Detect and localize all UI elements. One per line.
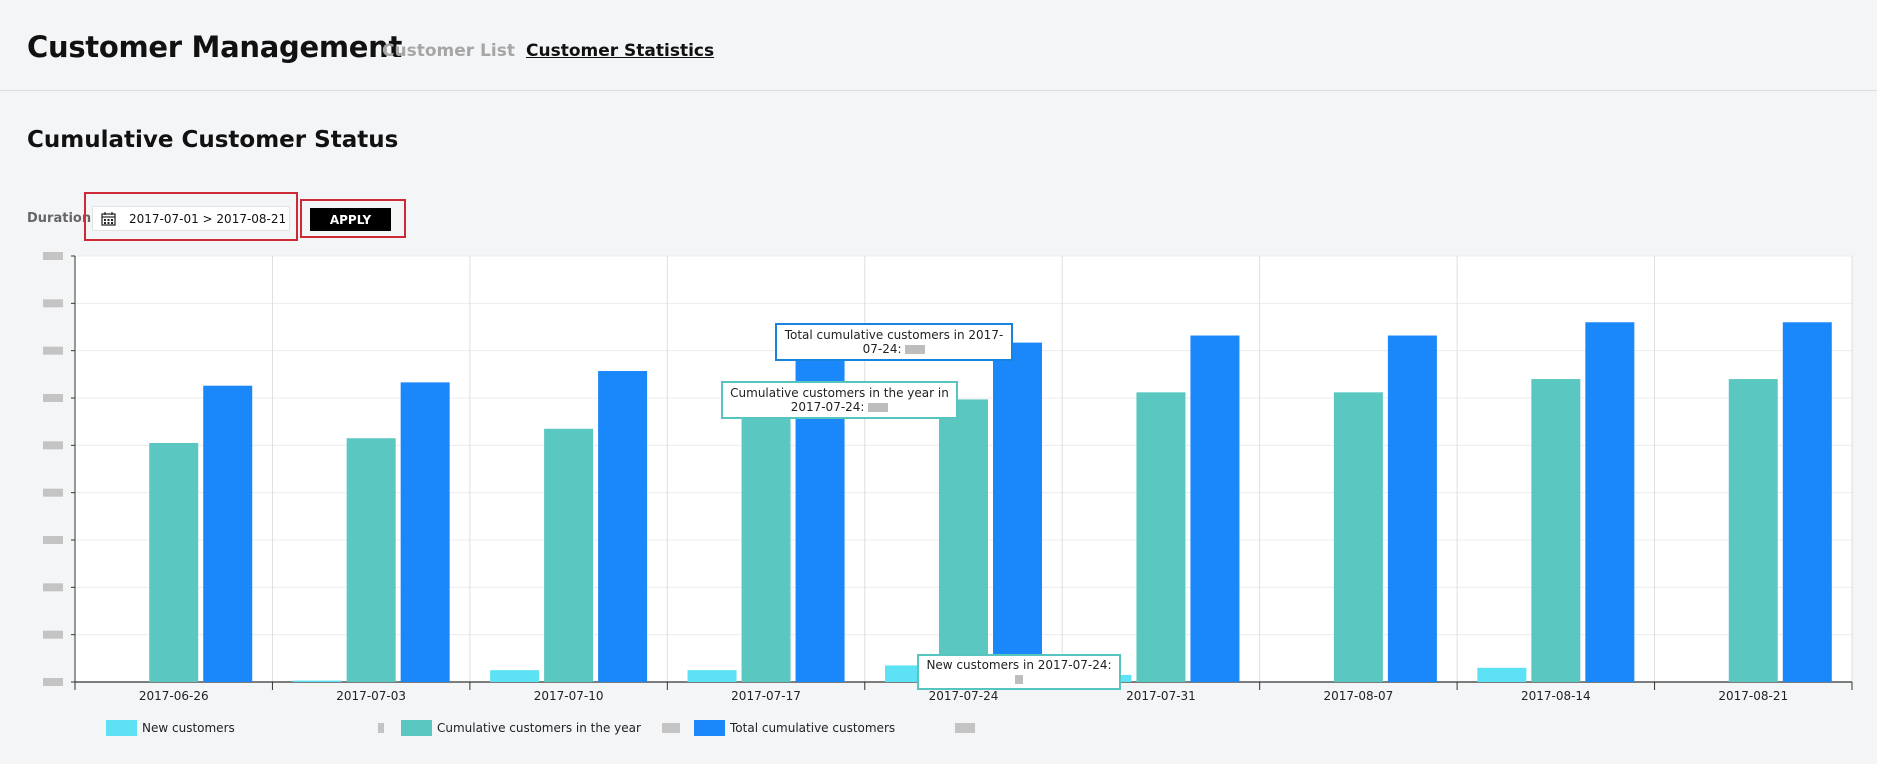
tooltip-total: Total cumulative customers in 2017-07-24…	[775, 323, 1013, 361]
bar-new-customers	[1477, 667, 1527, 682]
bar-year-customers	[544, 428, 594, 682]
bar-year-customers	[149, 442, 199, 682]
masked-value	[378, 723, 384, 733]
x-tick-label: 2017-08-14	[1521, 689, 1591, 703]
tab-customer-statistics[interactable]: Customer Statistics	[526, 41, 715, 61]
y-tick-label-masked	[43, 441, 63, 450]
bar-new-customers	[490, 670, 540, 682]
bar-total-customers	[400, 382, 450, 682]
y-tick-label-masked	[43, 678, 63, 686]
bar-total-customers	[1782, 322, 1832, 682]
page-header: Customer Management Customer List Custom…	[0, 0, 1877, 91]
masked-value	[662, 723, 680, 733]
y-tick-label-masked	[43, 488, 63, 497]
tab-customer-list[interactable]: Customer List	[382, 41, 515, 61]
masked-value	[1015, 675, 1023, 684]
x-tick-label: 2017-08-07	[1324, 689, 1394, 703]
date-range-input[interactable]: 2017-07-01 > 2017-08-21	[92, 206, 290, 231]
bar-new-customers	[292, 680, 342, 682]
y-tick-label-masked	[43, 536, 63, 544]
section-title: Cumulative Customer Status	[27, 127, 399, 153]
bar-year-customers	[1136, 392, 1186, 682]
x-tick-label: 2017-06-26	[139, 689, 209, 703]
bar-year-customers	[1728, 379, 1778, 682]
x-tick-label: 2017-07-17	[731, 689, 801, 703]
bar-year-customers	[1531, 379, 1581, 682]
y-tick-label-masked	[43, 630, 63, 639]
y-tick-label-masked	[43, 394, 63, 402]
legend-swatch-new[interactable]	[106, 720, 137, 736]
apply-button[interactable]: APPLY	[310, 208, 391, 231]
date-range-value: 2017-07-01 > 2017-08-21	[129, 212, 287, 226]
y-tick-label-masked	[43, 252, 63, 260]
apply-highlight: APPLY	[300, 199, 406, 238]
tooltip-year-text: Cumulative customers in the year in 2017…	[730, 386, 949, 414]
app-title: Customer Management	[27, 30, 403, 64]
tooltip-new-text: New customers in 2017-07-24:	[926, 658, 1112, 672]
bar-year-customers	[939, 399, 988, 682]
legend-swatch-year[interactable]	[401, 720, 432, 736]
x-tick-label: 2017-07-31	[1126, 689, 1196, 703]
bar-year-customers	[741, 402, 791, 682]
y-tick-label-masked	[43, 299, 63, 308]
masked-value	[905, 345, 926, 354]
date-range-highlight: 2017-07-01 > 2017-08-21	[84, 192, 298, 241]
x-tick-label: 2017-07-03	[336, 689, 406, 703]
bar-new-customers	[687, 670, 737, 682]
bar-total-customers	[1387, 335, 1437, 682]
tooltip-year: Cumulative customers in the year in 2017…	[721, 381, 958, 419]
masked-value	[868, 403, 889, 412]
y-tick-label-masked	[43, 583, 63, 592]
bar-year-customers	[346, 438, 396, 682]
legend-label-year[interactable]: Cumulative customers in the year	[437, 721, 641, 735]
x-tick-label: 2017-07-10	[534, 689, 604, 703]
tooltip-new: New customers in 2017-07-24:	[917, 654, 1121, 690]
bar-total-customers	[1190, 335, 1240, 682]
bar-total-customers	[203, 385, 253, 682]
masked-value	[955, 723, 975, 733]
bar-total-customers	[993, 342, 1042, 682]
calendar-icon	[101, 212, 116, 226]
legend-label-total[interactable]: Total cumulative customers	[730, 721, 896, 735]
bar-year-customers	[1333, 392, 1383, 682]
chart-legend: New customers Cumulative customers in th…	[0, 718, 1877, 736]
legend-swatch-total[interactable]	[694, 720, 725, 736]
y-tick-label-masked	[43, 346, 63, 355]
bar-total-customers	[598, 371, 648, 682]
bar-total-customers	[1585, 322, 1635, 682]
legend-label-new[interactable]: New customers	[142, 721, 235, 735]
tooltip-total-text: Total cumulative customers in 2017-07-24…	[784, 328, 1004, 356]
duration-label: Duration	[27, 211, 92, 226]
x-tick-label: 2017-08-21	[1718, 689, 1788, 703]
x-tick-label: 2017-07-24	[929, 689, 999, 703]
